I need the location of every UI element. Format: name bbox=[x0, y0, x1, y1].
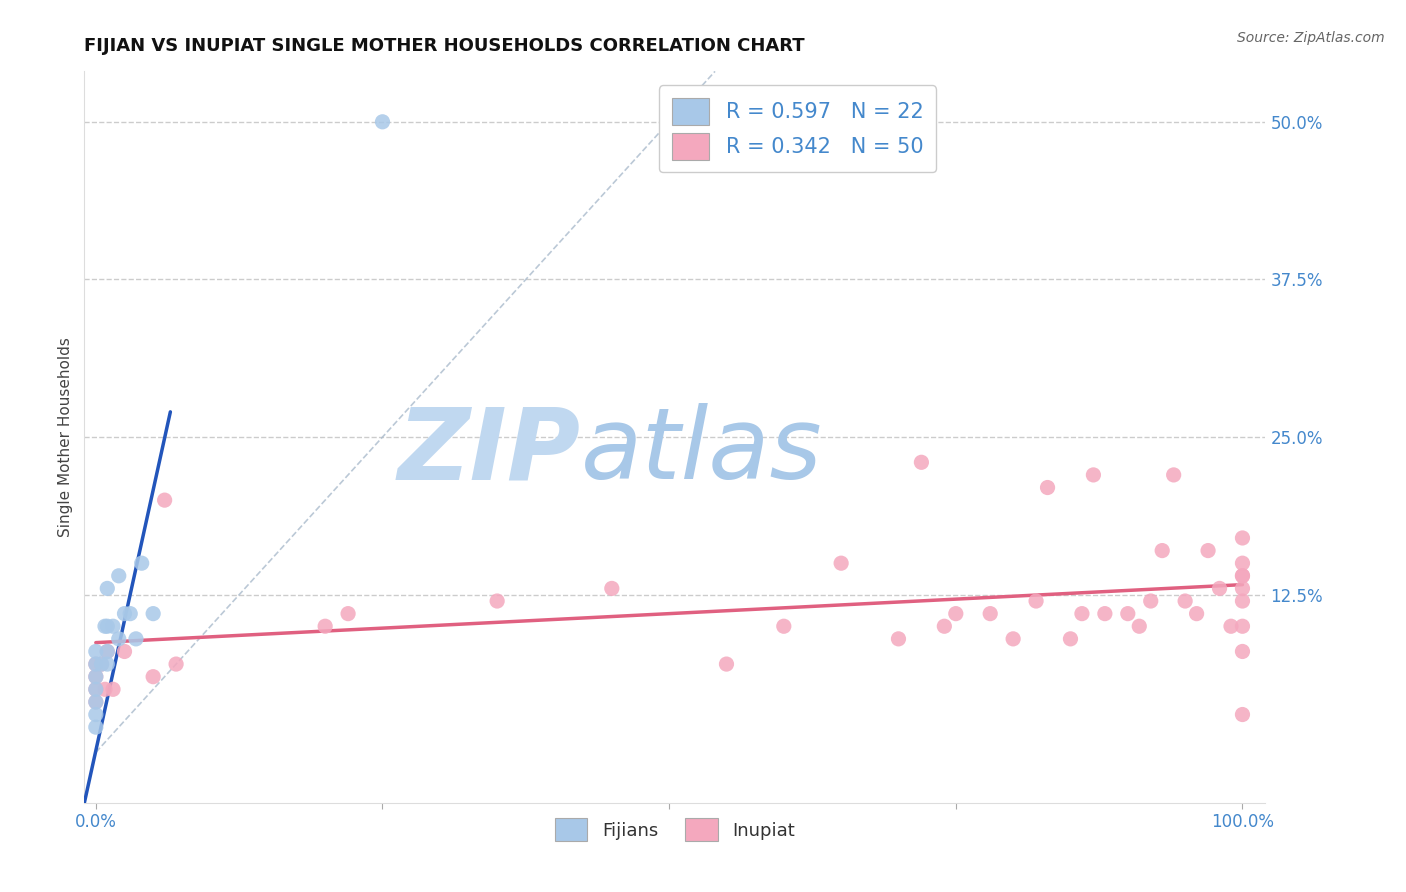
Point bbox=[1232, 569, 1254, 583]
Point bbox=[107, 569, 129, 583]
Point bbox=[1232, 707, 1254, 722]
Point bbox=[1232, 594, 1254, 608]
Point bbox=[1232, 582, 1254, 596]
Point bbox=[1128, 619, 1150, 633]
Text: Source: ZipAtlas.com: Source: ZipAtlas.com bbox=[1237, 31, 1385, 45]
Point bbox=[90, 657, 112, 671]
Point bbox=[84, 695, 107, 709]
Y-axis label: Single Mother Households: Single Mother Households bbox=[58, 337, 73, 537]
Point bbox=[1232, 569, 1254, 583]
Point bbox=[125, 632, 148, 646]
Point bbox=[1232, 619, 1254, 633]
Point bbox=[1174, 594, 1197, 608]
Point bbox=[1025, 594, 1047, 608]
Point bbox=[114, 644, 136, 658]
Point bbox=[314, 619, 336, 633]
Point bbox=[96, 582, 118, 596]
Point bbox=[84, 657, 107, 671]
Text: ZIP: ZIP bbox=[398, 403, 581, 500]
Point bbox=[84, 644, 107, 658]
Point bbox=[94, 682, 117, 697]
Point bbox=[84, 707, 107, 722]
Point bbox=[371, 115, 394, 129]
Point bbox=[84, 670, 107, 684]
Point bbox=[1139, 594, 1161, 608]
Point bbox=[716, 657, 738, 671]
Text: FIJIAN VS INUPIAT SINGLE MOTHER HOUSEHOLDS CORRELATION CHART: FIJIAN VS INUPIAT SINGLE MOTHER HOUSEHOL… bbox=[84, 37, 806, 54]
Point bbox=[84, 682, 107, 697]
Point bbox=[84, 695, 107, 709]
Point bbox=[96, 619, 118, 633]
Point bbox=[96, 644, 118, 658]
Point bbox=[107, 632, 129, 646]
Point bbox=[1163, 467, 1185, 482]
Point bbox=[979, 607, 1001, 621]
Legend: Fijians, Inupiat: Fijians, Inupiat bbox=[544, 807, 806, 852]
Point bbox=[84, 720, 107, 734]
Point bbox=[1059, 632, 1081, 646]
Point bbox=[1152, 543, 1174, 558]
Point bbox=[90, 657, 112, 671]
Point bbox=[486, 594, 509, 608]
Point bbox=[830, 556, 852, 570]
Point bbox=[337, 607, 360, 621]
Point bbox=[1094, 607, 1116, 621]
Point bbox=[84, 670, 107, 684]
Point bbox=[1083, 467, 1105, 482]
Point bbox=[1185, 607, 1208, 621]
Point bbox=[153, 493, 176, 508]
Point bbox=[1071, 607, 1094, 621]
Point bbox=[1036, 481, 1059, 495]
Point bbox=[934, 619, 956, 633]
Point bbox=[1208, 582, 1230, 596]
Point bbox=[96, 644, 118, 658]
Point bbox=[101, 619, 124, 633]
Point bbox=[142, 607, 165, 621]
Point bbox=[84, 682, 107, 697]
Point bbox=[142, 670, 165, 684]
Point bbox=[1220, 619, 1243, 633]
Point bbox=[114, 607, 136, 621]
Point bbox=[1232, 556, 1254, 570]
Point bbox=[131, 556, 153, 570]
Point bbox=[887, 632, 910, 646]
Point bbox=[120, 607, 142, 621]
Point bbox=[910, 455, 932, 469]
Point bbox=[1232, 531, 1254, 545]
Text: atlas: atlas bbox=[581, 403, 823, 500]
Point bbox=[1002, 632, 1025, 646]
Point bbox=[600, 582, 623, 596]
Point bbox=[84, 657, 107, 671]
Point bbox=[772, 619, 794, 633]
Point bbox=[94, 619, 117, 633]
Point bbox=[96, 657, 118, 671]
Point bbox=[101, 682, 124, 697]
Point bbox=[1197, 543, 1219, 558]
Point bbox=[945, 607, 967, 621]
Point bbox=[1232, 644, 1254, 658]
Point bbox=[1116, 607, 1139, 621]
Point bbox=[165, 657, 187, 671]
